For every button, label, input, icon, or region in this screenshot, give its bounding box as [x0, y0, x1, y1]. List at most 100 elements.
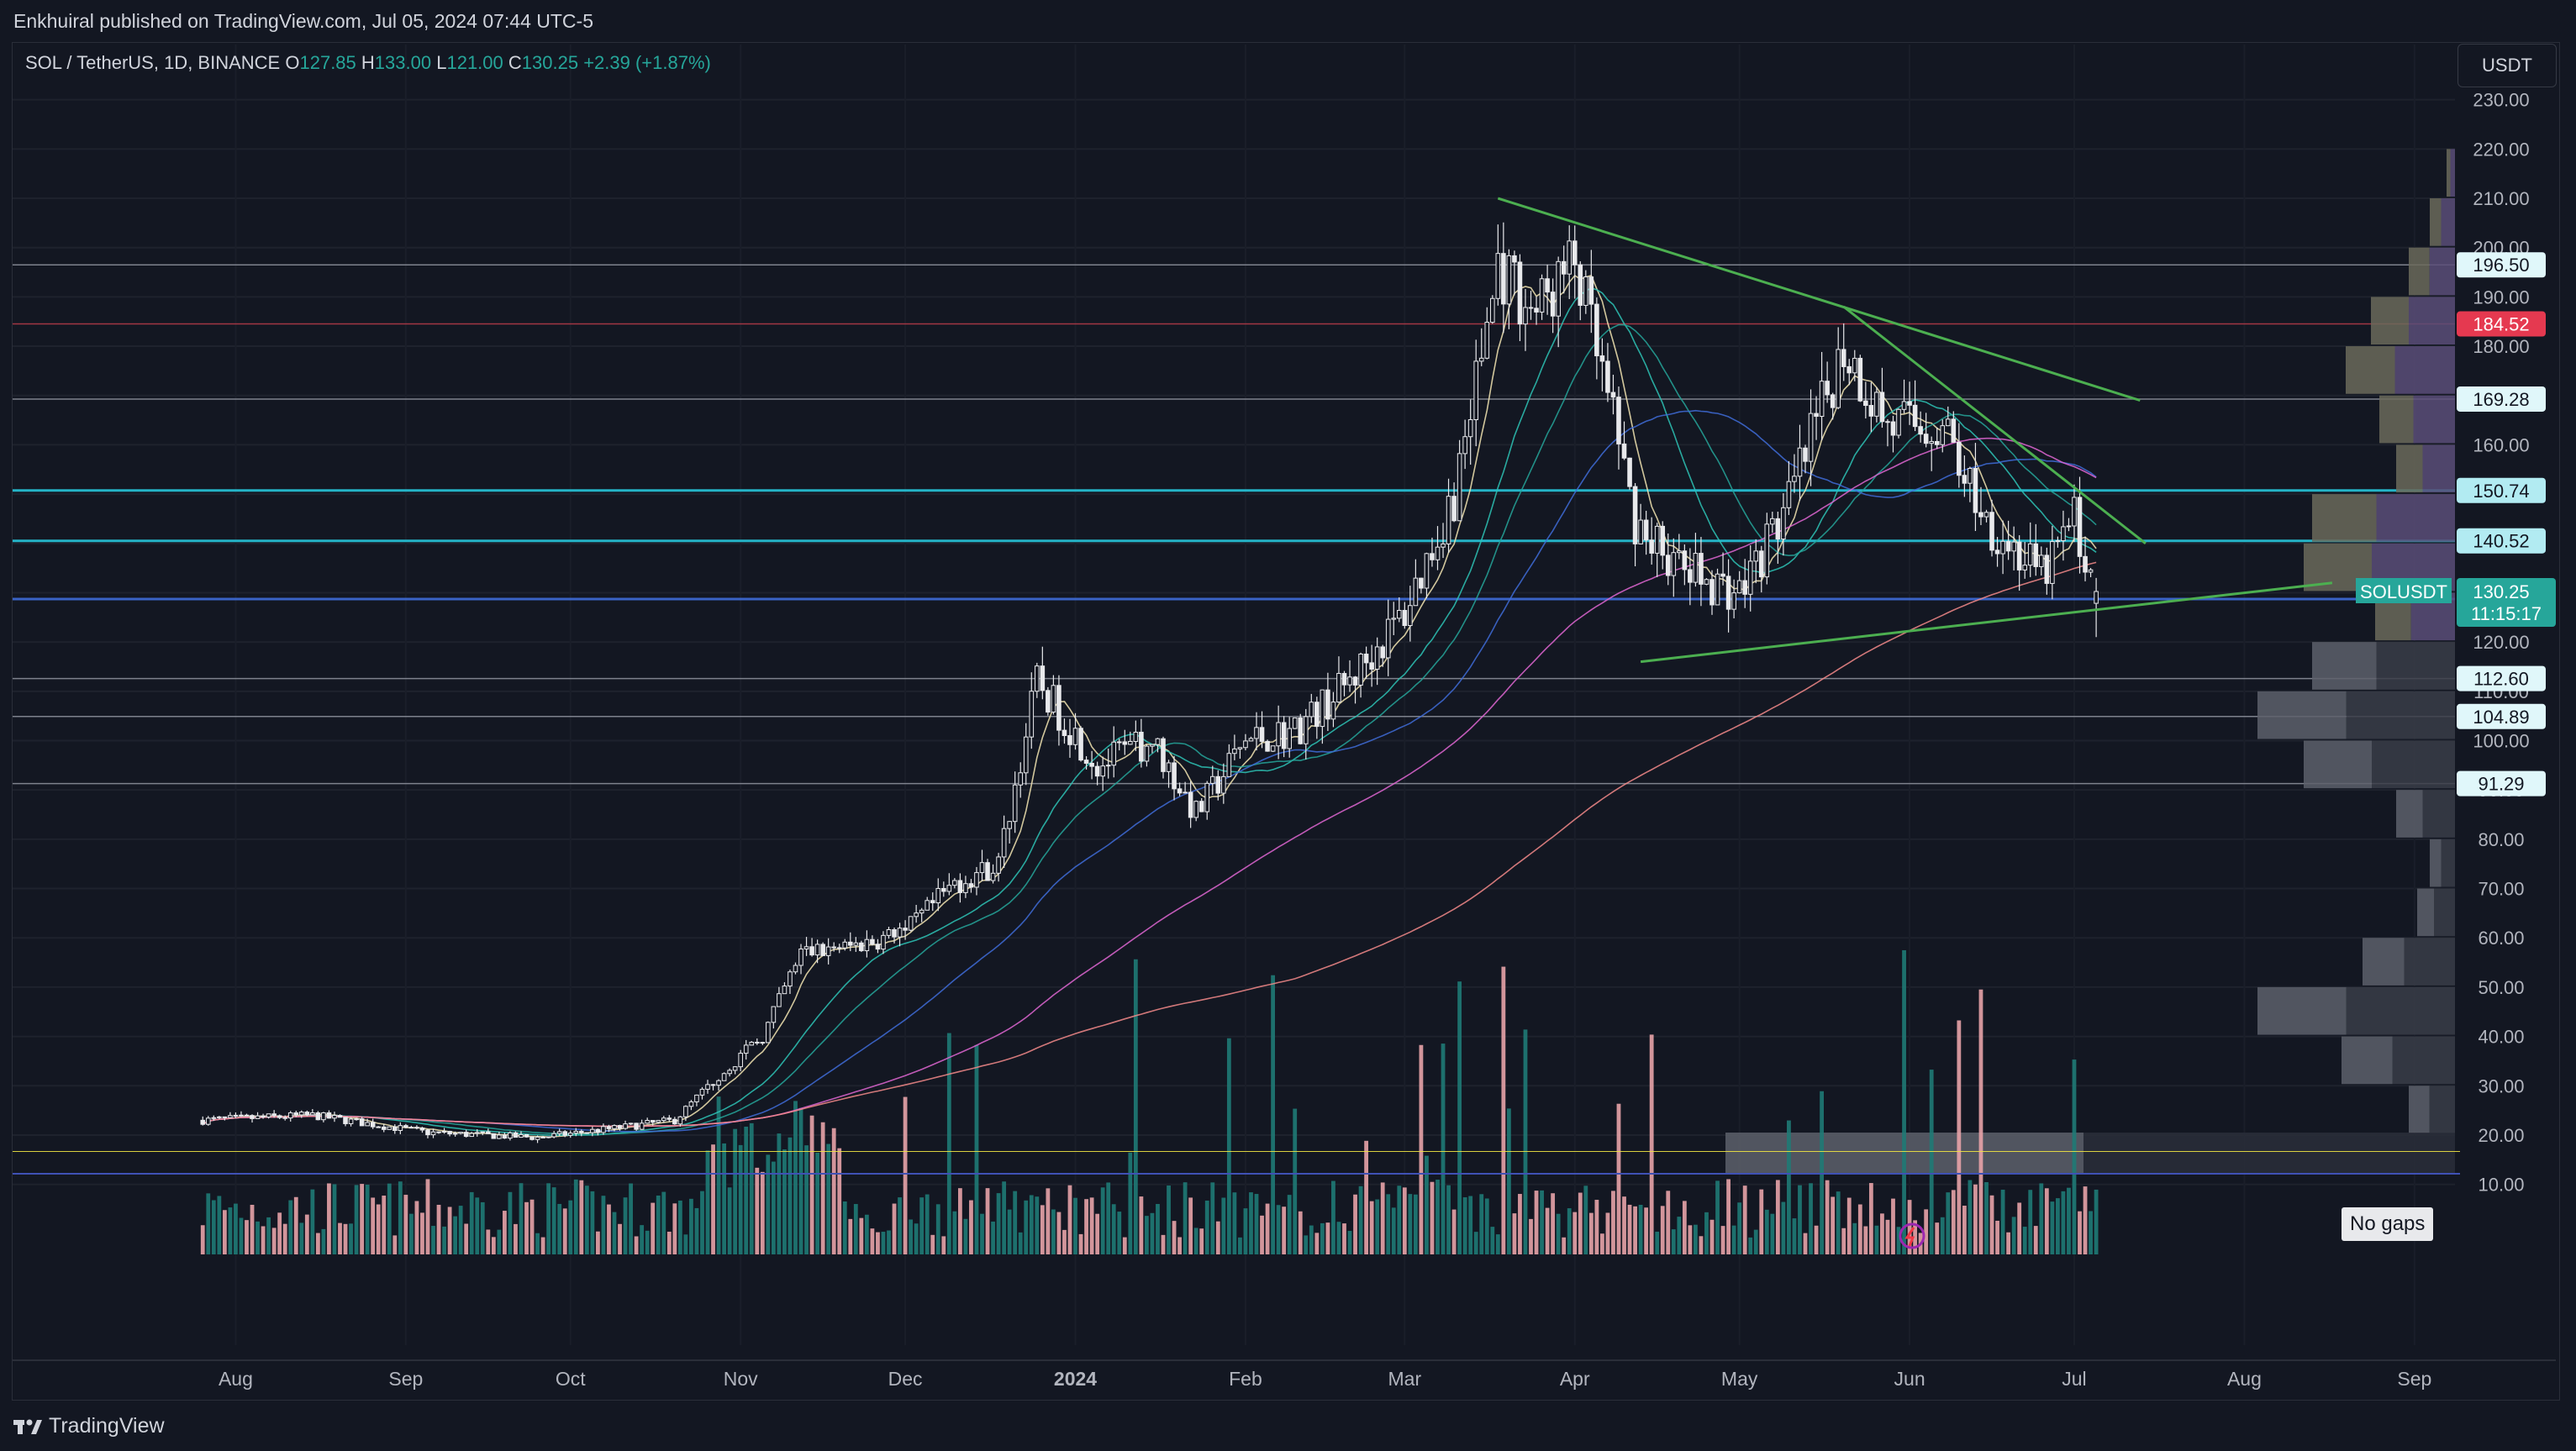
alert-clock-icon [1899, 1222, 1925, 1249]
volume-bar [1133, 959, 1138, 1254]
price-level-tag [2457, 528, 2546, 554]
candle-body [200, 1119, 206, 1125]
volume-bar [1018, 1232, 1023, 1254]
candle-body [233, 1114, 239, 1117]
candle-body [469, 1133, 475, 1138]
price-chart[interactable]: 230.00220.00210.00200.00190.00180.00170.… [13, 43, 2559, 1400]
candle-body [370, 1122, 376, 1128]
candle-body [836, 947, 842, 949]
candle-body [556, 1131, 562, 1134]
x-tick-label: Mar [1388, 1368, 1422, 1390]
volume-bar [1358, 1186, 1363, 1254]
volume-bar [1128, 1152, 1133, 1254]
y-tick-label: 70.00 [2478, 879, 2524, 900]
volume-bar [919, 1197, 925, 1254]
y-tick-label: 180.00 [2473, 336, 2529, 357]
open-value: 127.85 [299, 52, 356, 73]
volume-bar [1419, 1044, 1424, 1254]
volume-bar [1249, 1192, 1253, 1254]
candle-body [1649, 539, 1654, 554]
volume-bar [1271, 975, 1275, 1254]
volume-profile-bar [2346, 986, 2455, 1035]
candle-body [2039, 555, 2044, 567]
volume-bar [645, 1230, 650, 1254]
candle-body [419, 1128, 425, 1131]
candle-body [545, 1136, 551, 1138]
volume-bar [546, 1183, 551, 1254]
candle-body [1144, 745, 1150, 762]
tradingview-logo[interactable]: TradingView [13, 1414, 165, 1438]
moving-average-line [202, 274, 2097, 1138]
publish-header: Enkhuiral published on TradingView.com, … [0, 0, 2576, 42]
volume-bar [677, 1200, 682, 1254]
candle-body [1632, 486, 1638, 544]
chart-frame[interactable]: 230.00220.00210.00200.00190.00180.00170.… [12, 42, 2560, 1401]
volume-bar [277, 1212, 282, 1254]
volume-bar [1588, 1212, 1594, 1254]
candle-body [1391, 618, 1397, 620]
volume-bar [1929, 1070, 1934, 1254]
volume-bar [1556, 1213, 1561, 1254]
price-level-tag-text: 112.60 [2473, 669, 2529, 690]
volume-bar [1868, 1183, 1873, 1254]
x-tick-label: Oct [556, 1368, 586, 1390]
volume-bar [1978, 989, 1983, 1254]
volume-bar [1820, 1091, 1824, 1254]
candle-body [760, 1042, 766, 1044]
candle-body [1473, 360, 1479, 420]
moving-average-line [202, 323, 2097, 1136]
candle-body [1105, 765, 1111, 767]
volume-bar [590, 1191, 595, 1254]
volume-profile-bar [2429, 247, 2455, 296]
candle-body [255, 1115, 261, 1119]
candle-body [1534, 308, 1539, 313]
candle-body [677, 1116, 683, 1125]
y-tick-label: 160.00 [2473, 434, 2529, 455]
countdown-text: 11:15:17 [2471, 603, 2542, 624]
volume-bar [623, 1197, 628, 1254]
candle-body [2000, 540, 2005, 555]
candle-body [1945, 418, 1951, 427]
low-label: L [436, 52, 447, 73]
candle-body [1292, 717, 1298, 729]
candle-body [847, 941, 853, 946]
candle-body [354, 1118, 359, 1121]
volume-bar [1885, 1219, 1890, 1254]
candle-body [793, 965, 798, 973]
candle-body [1204, 782, 1210, 812]
volume-bar [1265, 1203, 1270, 1254]
candle-body [1709, 579, 1715, 606]
candle-body [1797, 447, 1803, 477]
volume-bar [1940, 1217, 1945, 1254]
candle-body [645, 1120, 650, 1124]
volume-bar [1984, 1182, 1989, 1254]
candle-body [2050, 541, 2055, 584]
moving-average-line [202, 287, 2097, 1137]
volume-bar [1215, 1221, 1220, 1254]
candle-body [1402, 609, 1408, 627]
candle-body [710, 1084, 716, 1086]
candle-body [2022, 565, 2028, 570]
candle-body [1512, 255, 1517, 263]
volume-bar [1781, 1201, 1786, 1254]
candle-body [551, 1133, 556, 1138]
volume-bar [1293, 1108, 1298, 1254]
candle-body [1786, 481, 1792, 508]
candle-body [1111, 741, 1117, 766]
candle-body [979, 862, 985, 874]
volume-bar [1254, 1194, 1259, 1254]
volume-bar [1013, 1191, 1018, 1254]
volume-profile-bar [2371, 297, 2409, 345]
currency-button[interactable]: USDT [2457, 44, 2557, 87]
volume-bar [327, 1183, 331, 1254]
close-label: C [508, 52, 522, 73]
candle-body [425, 1129, 430, 1136]
volume-bar [1902, 949, 1906, 1254]
volume-bar [1748, 1237, 1753, 1254]
low-value: 121.00 [446, 52, 503, 73]
alert-clock-icon-bolt [1904, 1227, 1915, 1247]
volume-bar [1084, 1199, 1088, 1254]
volume-bar [206, 1193, 211, 1254]
volume-bar [1649, 1034, 1654, 1254]
volume-bar [524, 1201, 529, 1254]
